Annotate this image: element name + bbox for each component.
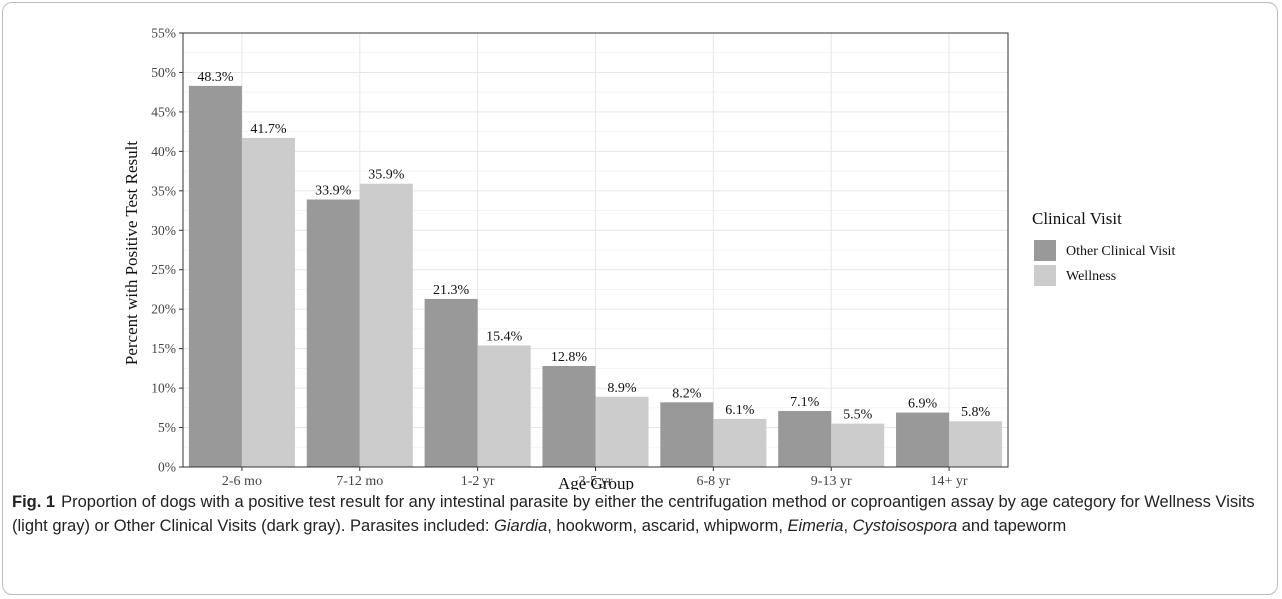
y-axis-title: Percent with Positive Test Result (122, 141, 141, 365)
data-label: 15.4% (486, 329, 523, 344)
caption-text-run: , (843, 516, 853, 535)
x-tick-label: 9-13 yr (811, 474, 852, 489)
bar-other-clinical-visit (306, 199, 360, 468)
legend-swatch (1034, 240, 1056, 261)
bar-chart: 48.3% 41.7% 33.9% 35.9% 21.3% 15.4% 12.8% 8.9% 8… (122, 26, 1175, 491)
y-tick-label: 15% (151, 341, 176, 356)
data-label: 6.9% (908, 397, 938, 412)
data-label: 35.9% (368, 168, 405, 183)
bar-other-clinical-visit (424, 298, 478, 467)
data-label: 41.7% (250, 122, 287, 137)
figure-caption: Fig. 1 Proportion of dogs with a positive… (12, 491, 1267, 538)
bar-other-clinical-visit (542, 365, 596, 467)
y-tick-label: 30% (151, 223, 176, 238)
caption-text-run: , hookworm, ascarid, whipworm, (547, 516, 788, 535)
bar-wellness (477, 345, 531, 467)
data-labels: 48.3% 41.7% 33.9% 35.9% 21.3% 15.4% 12.8% 8.9% 8… (197, 70, 990, 423)
data-label: 33.9% (315, 183, 352, 198)
legend-label: Other Clinical Visit (1066, 244, 1175, 259)
y-tick-label: 40% (151, 144, 176, 159)
data-label: 6.1% (725, 403, 755, 418)
legend-label: Wellness (1066, 269, 1116, 284)
x-tick-label: 6-8 yr (696, 474, 730, 489)
legend-swatch (1034, 265, 1056, 286)
caption-text: Proportion of dogs with a positive test … (12, 493, 1255, 535)
y-tick-label: 50% (151, 65, 176, 80)
legend-title: Clinical Visit (1032, 209, 1122, 228)
plot-border (182, 32, 1009, 468)
data-label: 48.3% (197, 70, 234, 85)
data-label: 7.1% (790, 395, 820, 410)
y-tick-label: 10% (151, 381, 176, 396)
bar-other-clinical-visit (778, 410, 832, 467)
y-tick-label: 55% (151, 26, 176, 41)
y-tick-label: 45% (151, 104, 176, 119)
bar-other-clinical-visit (188, 85, 242, 468)
data-label: 8.2% (672, 386, 702, 401)
data-label: 12.8% (551, 350, 588, 365)
caption-italic-term: Giardia (494, 516, 548, 535)
x-tick-label: 7-12 mo (336, 474, 383, 489)
y-tick-label: 35% (151, 183, 176, 198)
legend: Clinical Visit Other Clinical Visit Welln… (1032, 209, 1175, 286)
data-label: 5.5% (843, 408, 873, 423)
x-tick-label: 1-2 yr (461, 474, 495, 489)
bar-wellness (949, 421, 1003, 467)
y-tick-label: 20% (151, 302, 176, 317)
caption-italic-term: Cystoisospora (852, 516, 958, 535)
caption-text-run: Proportion of dogs with a positive test … (12, 493, 1255, 535)
data-label: 21.3% (433, 283, 470, 298)
bar-other-clinical-visit (896, 412, 950, 467)
bar-wellness (359, 183, 413, 467)
bar-wellness (831, 423, 885, 467)
x-axis-title: Age Group (558, 474, 634, 490)
y-tick-label: 25% (151, 262, 176, 277)
y-tick-label: 0% (158, 460, 176, 475)
bar-wellness (713, 418, 767, 467)
x-tick-label: 2-6 mo (222, 474, 262, 489)
bar-wellness (241, 137, 295, 467)
figure-label: Fig. 1 (12, 493, 56, 511)
x-tick-label: 3-5 yr (579, 474, 613, 489)
y-tick-label: 5% (158, 420, 176, 435)
bar-other-clinical-visit (660, 402, 714, 467)
bar-wellness (595, 396, 649, 467)
axes: 0% 5% 10% 15% 20% 25% 30% 35% 40% 45% 50% 55% 2-6 mo… (151, 26, 1009, 489)
bars (188, 85, 1003, 468)
data-label: 5.8% (961, 405, 991, 420)
caption-italic-term: Eimeria (787, 516, 844, 535)
data-label: 8.9% (607, 381, 637, 396)
x-tick-label: 14+ yr (931, 474, 968, 489)
caption-text-run: and tapeworm (957, 516, 1067, 535)
